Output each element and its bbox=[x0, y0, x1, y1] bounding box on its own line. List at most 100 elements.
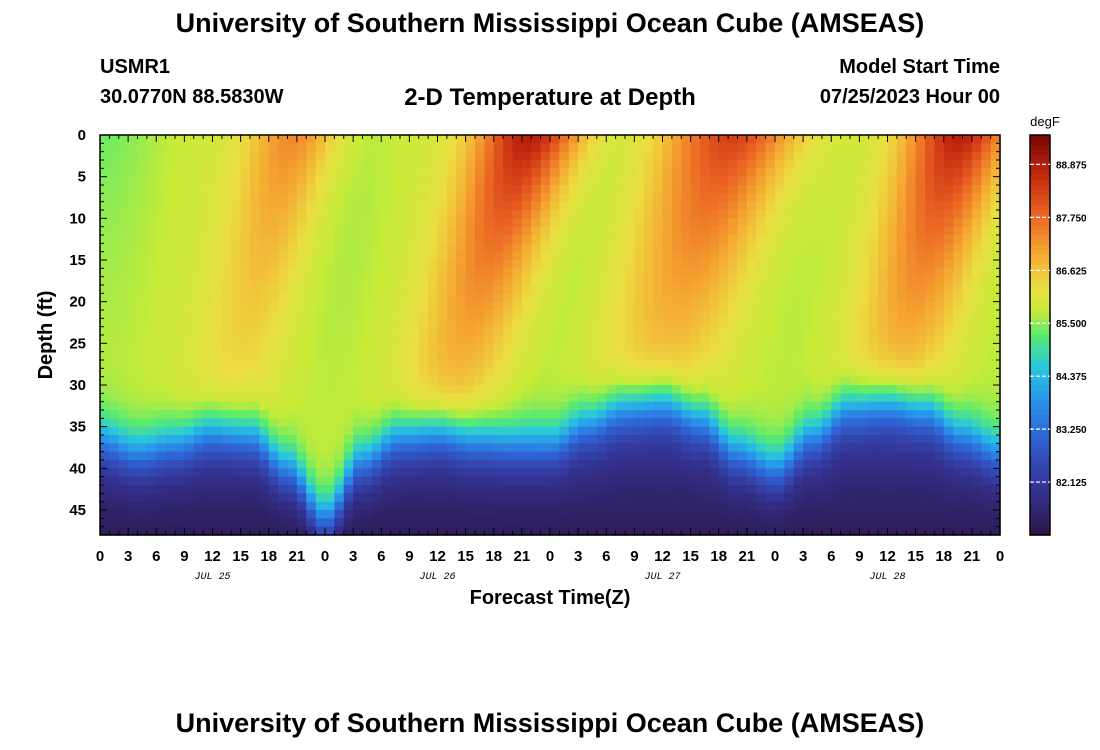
heatmap-cell bbox=[925, 210, 935, 219]
colorbar-swatch bbox=[1030, 295, 1050, 301]
heatmap-cell bbox=[587, 318, 598, 328]
heatmap-cell bbox=[390, 160, 401, 169]
heatmap-cell bbox=[765, 193, 776, 203]
heatmap-cell bbox=[250, 410, 260, 419]
heatmap-cell bbox=[221, 485, 232, 494]
heatmap-cell bbox=[625, 276, 635, 286]
heatmap-cell bbox=[512, 260, 523, 269]
heatmap-cell bbox=[615, 268, 626, 278]
heatmap-cell bbox=[390, 293, 401, 303]
heatmap-cell bbox=[915, 218, 926, 228]
heatmap-cell bbox=[446, 285, 457, 294]
heatmap-cell bbox=[409, 376, 420, 386]
heatmap-cell bbox=[325, 476, 335, 486]
heatmap-cell bbox=[428, 393, 439, 403]
heatmap-cell bbox=[418, 318, 429, 328]
heatmap-cell bbox=[662, 160, 673, 169]
heatmap-cell bbox=[540, 210, 551, 219]
heatmap-cell bbox=[193, 268, 204, 278]
heatmap-cell bbox=[765, 210, 776, 219]
heatmap-cell bbox=[465, 285, 476, 294]
heatmap-cell bbox=[840, 493, 851, 503]
heatmap-cell bbox=[100, 310, 110, 319]
heatmap-cell bbox=[906, 143, 917, 153]
heatmap-cell bbox=[231, 335, 242, 344]
heatmap-cell bbox=[381, 135, 392, 144]
heatmap-cell bbox=[353, 343, 364, 353]
heatmap-cell bbox=[128, 493, 139, 503]
heatmap-cell bbox=[812, 485, 823, 494]
heatmap-cell bbox=[671, 310, 682, 319]
heatmap-cell bbox=[812, 218, 823, 228]
heatmap-cell bbox=[109, 268, 120, 278]
heatmap-cell bbox=[390, 385, 401, 394]
heatmap-cell bbox=[325, 285, 335, 294]
heatmap-cell bbox=[568, 435, 579, 444]
colorbar-swatch bbox=[1030, 275, 1050, 281]
heatmap-cell bbox=[700, 218, 710, 228]
heatmap-cell bbox=[475, 226, 485, 236]
heatmap-cell bbox=[643, 376, 654, 386]
heatmap-cell bbox=[953, 468, 964, 478]
heatmap-cell bbox=[128, 326, 139, 336]
heatmap-cell bbox=[521, 401, 532, 411]
heatmap-cell bbox=[175, 493, 185, 503]
heatmap-cell bbox=[250, 276, 260, 286]
heatmap-cell bbox=[878, 351, 889, 361]
heatmap-cell bbox=[690, 401, 701, 411]
heatmap-cell bbox=[278, 251, 289, 261]
heatmap-cell bbox=[793, 401, 804, 411]
heatmap-cell bbox=[100, 418, 110, 428]
heatmap-cell bbox=[400, 351, 410, 361]
heatmap-cell bbox=[587, 468, 598, 478]
heatmap-cell bbox=[465, 218, 476, 228]
heatmap-cell bbox=[643, 476, 654, 486]
heatmap-cell bbox=[887, 335, 898, 344]
heatmap-cell bbox=[203, 318, 214, 328]
heatmap-cell bbox=[259, 135, 270, 144]
heatmap-cell bbox=[353, 143, 364, 153]
heatmap-cell bbox=[878, 518, 889, 528]
heatmap-cell bbox=[831, 451, 842, 461]
colorbar-swatch bbox=[1030, 260, 1050, 266]
heatmap-cell bbox=[709, 268, 720, 278]
heatmap-cell bbox=[362, 260, 373, 269]
heatmap-cell bbox=[184, 268, 195, 278]
heatmap-cell bbox=[578, 485, 589, 494]
heatmap-cell bbox=[118, 201, 129, 211]
heatmap-cell bbox=[775, 526, 785, 536]
heatmap-cell bbox=[981, 343, 992, 353]
heatmap-cell bbox=[812, 376, 823, 386]
heatmap-cell bbox=[606, 260, 617, 269]
heatmap-cell bbox=[906, 368, 917, 378]
heatmap-cell bbox=[681, 318, 692, 328]
heatmap-cell bbox=[315, 426, 326, 436]
heatmap-cell bbox=[521, 393, 532, 403]
heatmap-cell bbox=[465, 526, 476, 536]
heatmap-cell bbox=[128, 510, 139, 519]
heatmap-cell bbox=[184, 285, 195, 294]
heatmap-cell bbox=[559, 401, 570, 411]
heatmap-cell bbox=[653, 218, 664, 228]
heatmap-cell bbox=[390, 143, 401, 153]
heatmap-cell bbox=[840, 501, 851, 511]
heatmap-cell bbox=[212, 160, 223, 169]
heatmap-cell bbox=[662, 360, 673, 369]
heatmap-cell bbox=[165, 518, 176, 528]
heatmap-cell bbox=[662, 210, 673, 219]
heatmap-cell bbox=[512, 368, 523, 378]
heatmap-cell bbox=[934, 476, 945, 486]
heatmap-cell bbox=[709, 243, 720, 253]
heatmap-cell bbox=[165, 318, 176, 328]
heatmap-cell bbox=[953, 501, 964, 511]
heatmap-cell bbox=[128, 226, 139, 236]
heatmap-cell bbox=[371, 435, 382, 444]
heatmap-cell bbox=[503, 468, 514, 478]
heatmap-cell bbox=[390, 351, 401, 361]
heatmap-cell bbox=[371, 135, 382, 144]
heatmap-cell bbox=[100, 268, 110, 278]
heatmap-cell bbox=[296, 285, 307, 294]
heatmap-cell bbox=[578, 501, 589, 511]
heatmap-cell bbox=[325, 468, 335, 478]
heatmap-cell bbox=[146, 243, 157, 253]
